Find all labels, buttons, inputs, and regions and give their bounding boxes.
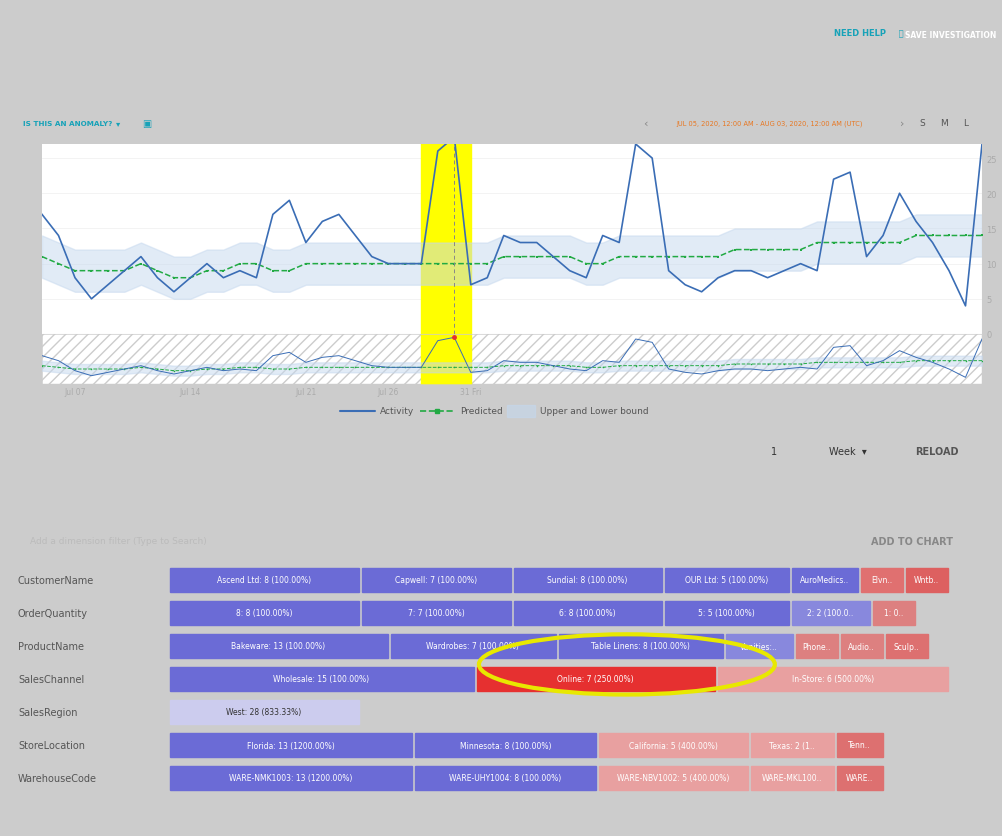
Text: Vanities:..: Vanities:..	[739, 642, 778, 650]
Text: Wntb..: Wntb..	[913, 576, 938, 585]
Text: Anomaly end: Anomaly end	[237, 85, 294, 94]
Text: 2: 2 (100.0..: 2: 2 (100.0..	[807, 609, 853, 618]
Text: ‹: ‹	[642, 119, 647, 129]
Text: 8: 8 (100.00%): 8: 8 (100.00%)	[235, 609, 292, 618]
Text: StoreLocation: StoreLocation	[18, 740, 85, 750]
Text: L: L	[963, 120, 968, 129]
Text: WARE-UHY1004: 8 (100.00%): WARE-UHY1004: 8 (100.00%)	[449, 773, 561, 782]
Bar	[513, 601, 661, 625]
Text: Florida: 13 (1200.00%): Florida: 13 (1200.00%)	[246, 741, 335, 750]
Text: CustomerName: CustomerName	[18, 575, 94, 585]
Bar	[12, 699, 989, 725]
Text: Add a dimension filter (Type to Search): Add a dimension filter (Type to Search)	[30, 537, 206, 546]
Text: Ascend Ltd: 8 (100.00%): Ascend Ltd: 8 (100.00%)	[216, 576, 311, 585]
Bar	[861, 568, 902, 592]
Bar	[795, 635, 837, 658]
Bar	[840, 635, 882, 658]
Text: SAVE INVESTIGATION: SAVE INVESTIGATION	[905, 32, 996, 40]
Bar	[169, 601, 359, 625]
Text: S: S	[918, 120, 924, 129]
Text: 1: 0..: 1: 0..	[884, 609, 903, 618]
Text: 1: 1	[771, 446, 777, 456]
Bar	[169, 635, 388, 658]
Bar	[10, 99, 991, 430]
Bar	[885, 635, 927, 658]
Text: Online: 7 (250.00%): Online: 7 (250.00%)	[556, 675, 633, 684]
Text: IS THIS AN ANOMALY?: IS THIS AN ANOMALY?	[23, 121, 112, 127]
Bar	[12, 568, 989, 594]
Text: Week  ▾: Week ▾	[829, 446, 866, 456]
Text: ⓘ: ⓘ	[895, 29, 903, 38]
Bar	[513, 568, 661, 592]
Text: WARE-MKL100..: WARE-MKL100..	[761, 773, 821, 782]
Text: Anomaly duration: Anomaly duration	[478, 85, 552, 94]
Text: "Baseline" Data Date Range (1 week ago): "Baseline" Data Date Range (1 week ago)	[490, 490, 678, 499]
Bar	[169, 733, 412, 757]
Text: Upper and Lower bound: Upper and Lower bound	[539, 407, 648, 416]
Bar	[750, 733, 833, 757]
Text: Wholesale: 15 (100.00%): Wholesale: 15 (100.00%)	[273, 675, 369, 684]
Text: In-Store: 6 (500.00%): In-Store: 6 (500.00%)	[791, 675, 873, 684]
Text: Predicted: Predicted	[460, 407, 502, 416]
Text: Tenn..: Tenn..	[847, 741, 870, 750]
Bar	[558, 635, 722, 658]
Text: Jul 20, 2020 (UTC): Jul 20, 2020 (UTC)	[237, 69, 339, 79]
Bar	[169, 568, 359, 592]
Text: Jul 19, 2020 to Jul 20, 2020: Jul 19, 2020 to Jul 20, 2020	[18, 505, 140, 514]
Text: Phone..: Phone..	[802, 642, 830, 650]
Text: Bakeware: 13 (100.00%): Bakeware: 13 (100.00%)	[231, 642, 326, 650]
Text: ⊙: ⊙	[106, 28, 116, 42]
Text: ▾: ▾	[116, 120, 120, 129]
Text: Texas: 2 (1..: Texas: 2 (1..	[769, 741, 814, 750]
Text: M: M	[939, 120, 947, 129]
Text: WARE..: WARE..	[845, 773, 872, 782]
Bar	[791, 601, 870, 625]
Text: Events: Events	[217, 446, 256, 456]
Text: Anomaly start: Anomaly start	[22, 85, 81, 94]
Text: Deviation (Current / Predicted): Deviation (Current / Predicted)	[875, 89, 977, 96]
Text: SalesRegion: SalesRegion	[18, 707, 77, 717]
Text: 1 day: 1 day	[478, 68, 512, 80]
Text: Wardrobes: 7 (100.00%): Wardrobes: 7 (100.00%)	[426, 642, 519, 650]
Text: WARE-NMK1003: 13 (1200.00%): WARE-NMK1003: 13 (1200.00%)	[228, 773, 352, 782]
Text: OrderQuantity: OrderQuantity	[18, 609, 88, 619]
Bar	[0, 57, 1002, 99]
Text: 5: 5 (100.00%): 5: 5 (100.00%)	[697, 609, 754, 618]
Text: Capwell: 7 (100.00%): Capwell: 7 (100.00%)	[395, 576, 477, 585]
Bar	[10, 430, 991, 836]
Text: "Current" Data Date Range: "Current" Data Date Range	[18, 490, 140, 499]
Text: 7: 7 (100.00%): 7: 7 (100.00%)	[407, 609, 464, 618]
Bar	[791, 568, 858, 592]
Text: ADD TO CHART: ADD TO CHART	[870, 537, 952, 547]
Bar	[0, 13, 1002, 57]
Text: JUL 05, 2020, 12:00 AM - AUG 03, 2020, 12:00 AM (UTC): JUL 05, 2020, 12:00 AM - AUG 03, 2020, 1…	[676, 120, 863, 127]
Bar	[0, 0, 1002, 13]
Text: ▣: ▣	[142, 119, 151, 129]
Text: ›: ›	[899, 119, 904, 129]
Bar	[599, 766, 747, 790]
Bar	[476, 667, 714, 691]
Bar	[12, 765, 989, 791]
Text: SalesChannel: SalesChannel	[18, 674, 84, 684]
Text: Elvn..: Elvn..	[871, 576, 892, 585]
Text: 166.08% (28 / 10.52): 166.08% (28 / 10.52)	[861, 73, 991, 83]
Bar	[857, 60, 995, 98]
Bar	[169, 701, 359, 724]
Bar	[12, 666, 989, 692]
Bar	[12, 732, 989, 758]
Bar	[905, 568, 947, 592]
Text: NEED HELP: NEED HELP	[834, 29, 885, 38]
Bar	[415, 733, 596, 757]
Bar	[0, 430, 1002, 836]
Text: AuroMedics..: AuroMedics..	[799, 576, 848, 585]
Text: P7D: P7D	[677, 68, 702, 80]
